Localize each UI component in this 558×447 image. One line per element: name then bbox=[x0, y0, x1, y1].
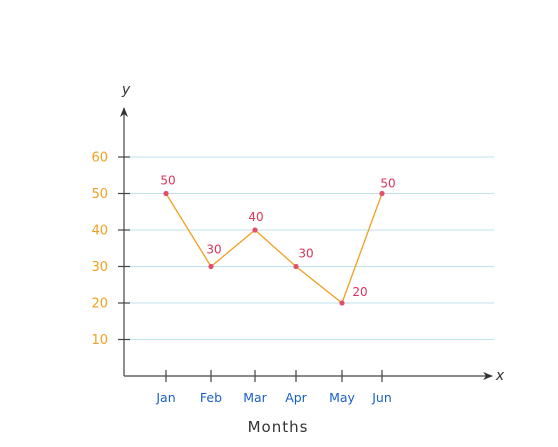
y-tick-label: 20 bbox=[91, 297, 108, 312]
x-tick-label: Mar bbox=[243, 390, 267, 405]
x-tick-label: Jan bbox=[155, 390, 175, 405]
y-tick-label: 30 bbox=[91, 260, 108, 275]
data-label: 40 bbox=[248, 210, 263, 224]
data-label: 20 bbox=[352, 285, 367, 299]
x-axis-ticks: Jan Feb Mar Apr May Jun bbox=[155, 370, 392, 405]
y-tick-label: 10 bbox=[91, 333, 108, 348]
data-label: 30 bbox=[298, 247, 313, 261]
x-tick-label: Apr bbox=[285, 390, 307, 405]
x-tick-label: Feb bbox=[200, 390, 222, 405]
x-axis-symbol: x bbox=[495, 368, 505, 384]
data-point bbox=[339, 300, 345, 306]
y-axis-ticks: 10 20 30 40 50 60 bbox=[91, 151, 130, 348]
data-point bbox=[293, 263, 299, 270]
gridlines bbox=[124, 156, 494, 340]
x-tick-label: May bbox=[329, 390, 355, 405]
y-tick-label: 40 bbox=[91, 224, 108, 239]
y-tick-label: 50 bbox=[91, 187, 108, 202]
data-label: 30 bbox=[206, 243, 221, 257]
series: 50 30 40 30 20 50 bbox=[160, 174, 396, 306]
data-point bbox=[379, 190, 385, 197]
x-tick-label: Jun bbox=[371, 390, 392, 405]
y-tick-label: 60 bbox=[91, 151, 108, 166]
x-axis-title: Months bbox=[248, 418, 309, 436]
data-point bbox=[208, 263, 214, 270]
data-point bbox=[252, 227, 258, 233]
data-label: 50 bbox=[160, 174, 175, 188]
data-label: 50 bbox=[380, 177, 395, 191]
y-axis-symbol: y bbox=[121, 82, 131, 98]
data-point bbox=[163, 190, 169, 197]
series-line bbox=[165, 193, 383, 305]
